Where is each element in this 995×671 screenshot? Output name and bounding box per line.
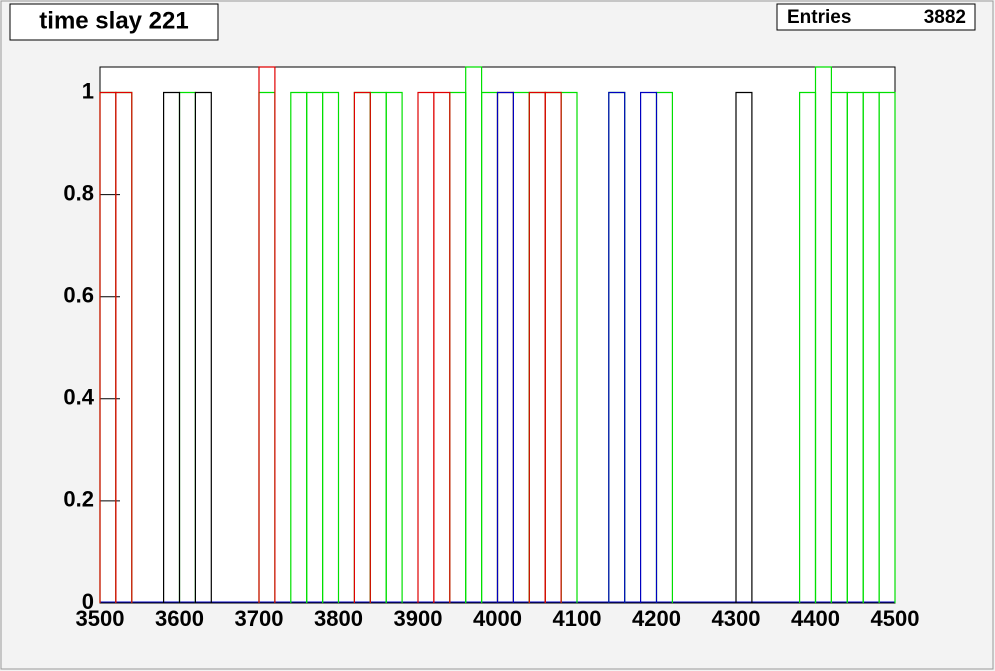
- histogram-bin: [385, 91, 403, 603]
- x-tick-label: 3700: [235, 606, 284, 631]
- histogram-bin: [878, 91, 896, 603]
- y-tick-label: 0.2: [63, 487, 94, 512]
- histogram-bin: [640, 91, 658, 603]
- chart-title: time slay 221: [39, 7, 188, 34]
- y-tick-label: 0.8: [63, 180, 94, 205]
- x-tick-label: 4300: [712, 606, 761, 631]
- y-tick-label: 1: [82, 78, 94, 103]
- x-tick-label: 3900: [394, 606, 443, 631]
- histogram-bin: [322, 91, 340, 603]
- title-box: [9, 3, 219, 41]
- histogram-bin: [496, 91, 514, 603]
- histogram-bin: [433, 91, 451, 603]
- stats-value: 3882: [924, 7, 966, 28]
- y-tick-label: 0.4: [63, 385, 94, 410]
- histogram-bin: [258, 66, 276, 603]
- histogram-bin: [163, 91, 181, 603]
- histogram-bin: [544, 91, 562, 603]
- histogram-bin: [115, 91, 133, 603]
- histogram-bin: [194, 91, 212, 603]
- x-tick-label: 3800: [314, 606, 363, 631]
- histogram-bin: [353, 91, 371, 603]
- x-tick-label: 3600: [155, 606, 204, 631]
- histogram-bin: [608, 91, 626, 603]
- stats-label: Entries: [787, 7, 851, 28]
- stats-box: [776, 3, 976, 31]
- y-tick-label: 0.6: [63, 283, 94, 308]
- x-tick-label: 4200: [632, 606, 681, 631]
- x-tick-label: 4000: [473, 606, 522, 631]
- x-tick-label: 3500: [76, 606, 125, 631]
- x-tick-label: 4400: [791, 606, 840, 631]
- histogram-bin: [735, 91, 753, 603]
- x-tick-label: 4100: [553, 606, 602, 631]
- x-tick-label: 4500: [871, 606, 920, 631]
- y-tick-label: 0: [82, 589, 94, 614]
